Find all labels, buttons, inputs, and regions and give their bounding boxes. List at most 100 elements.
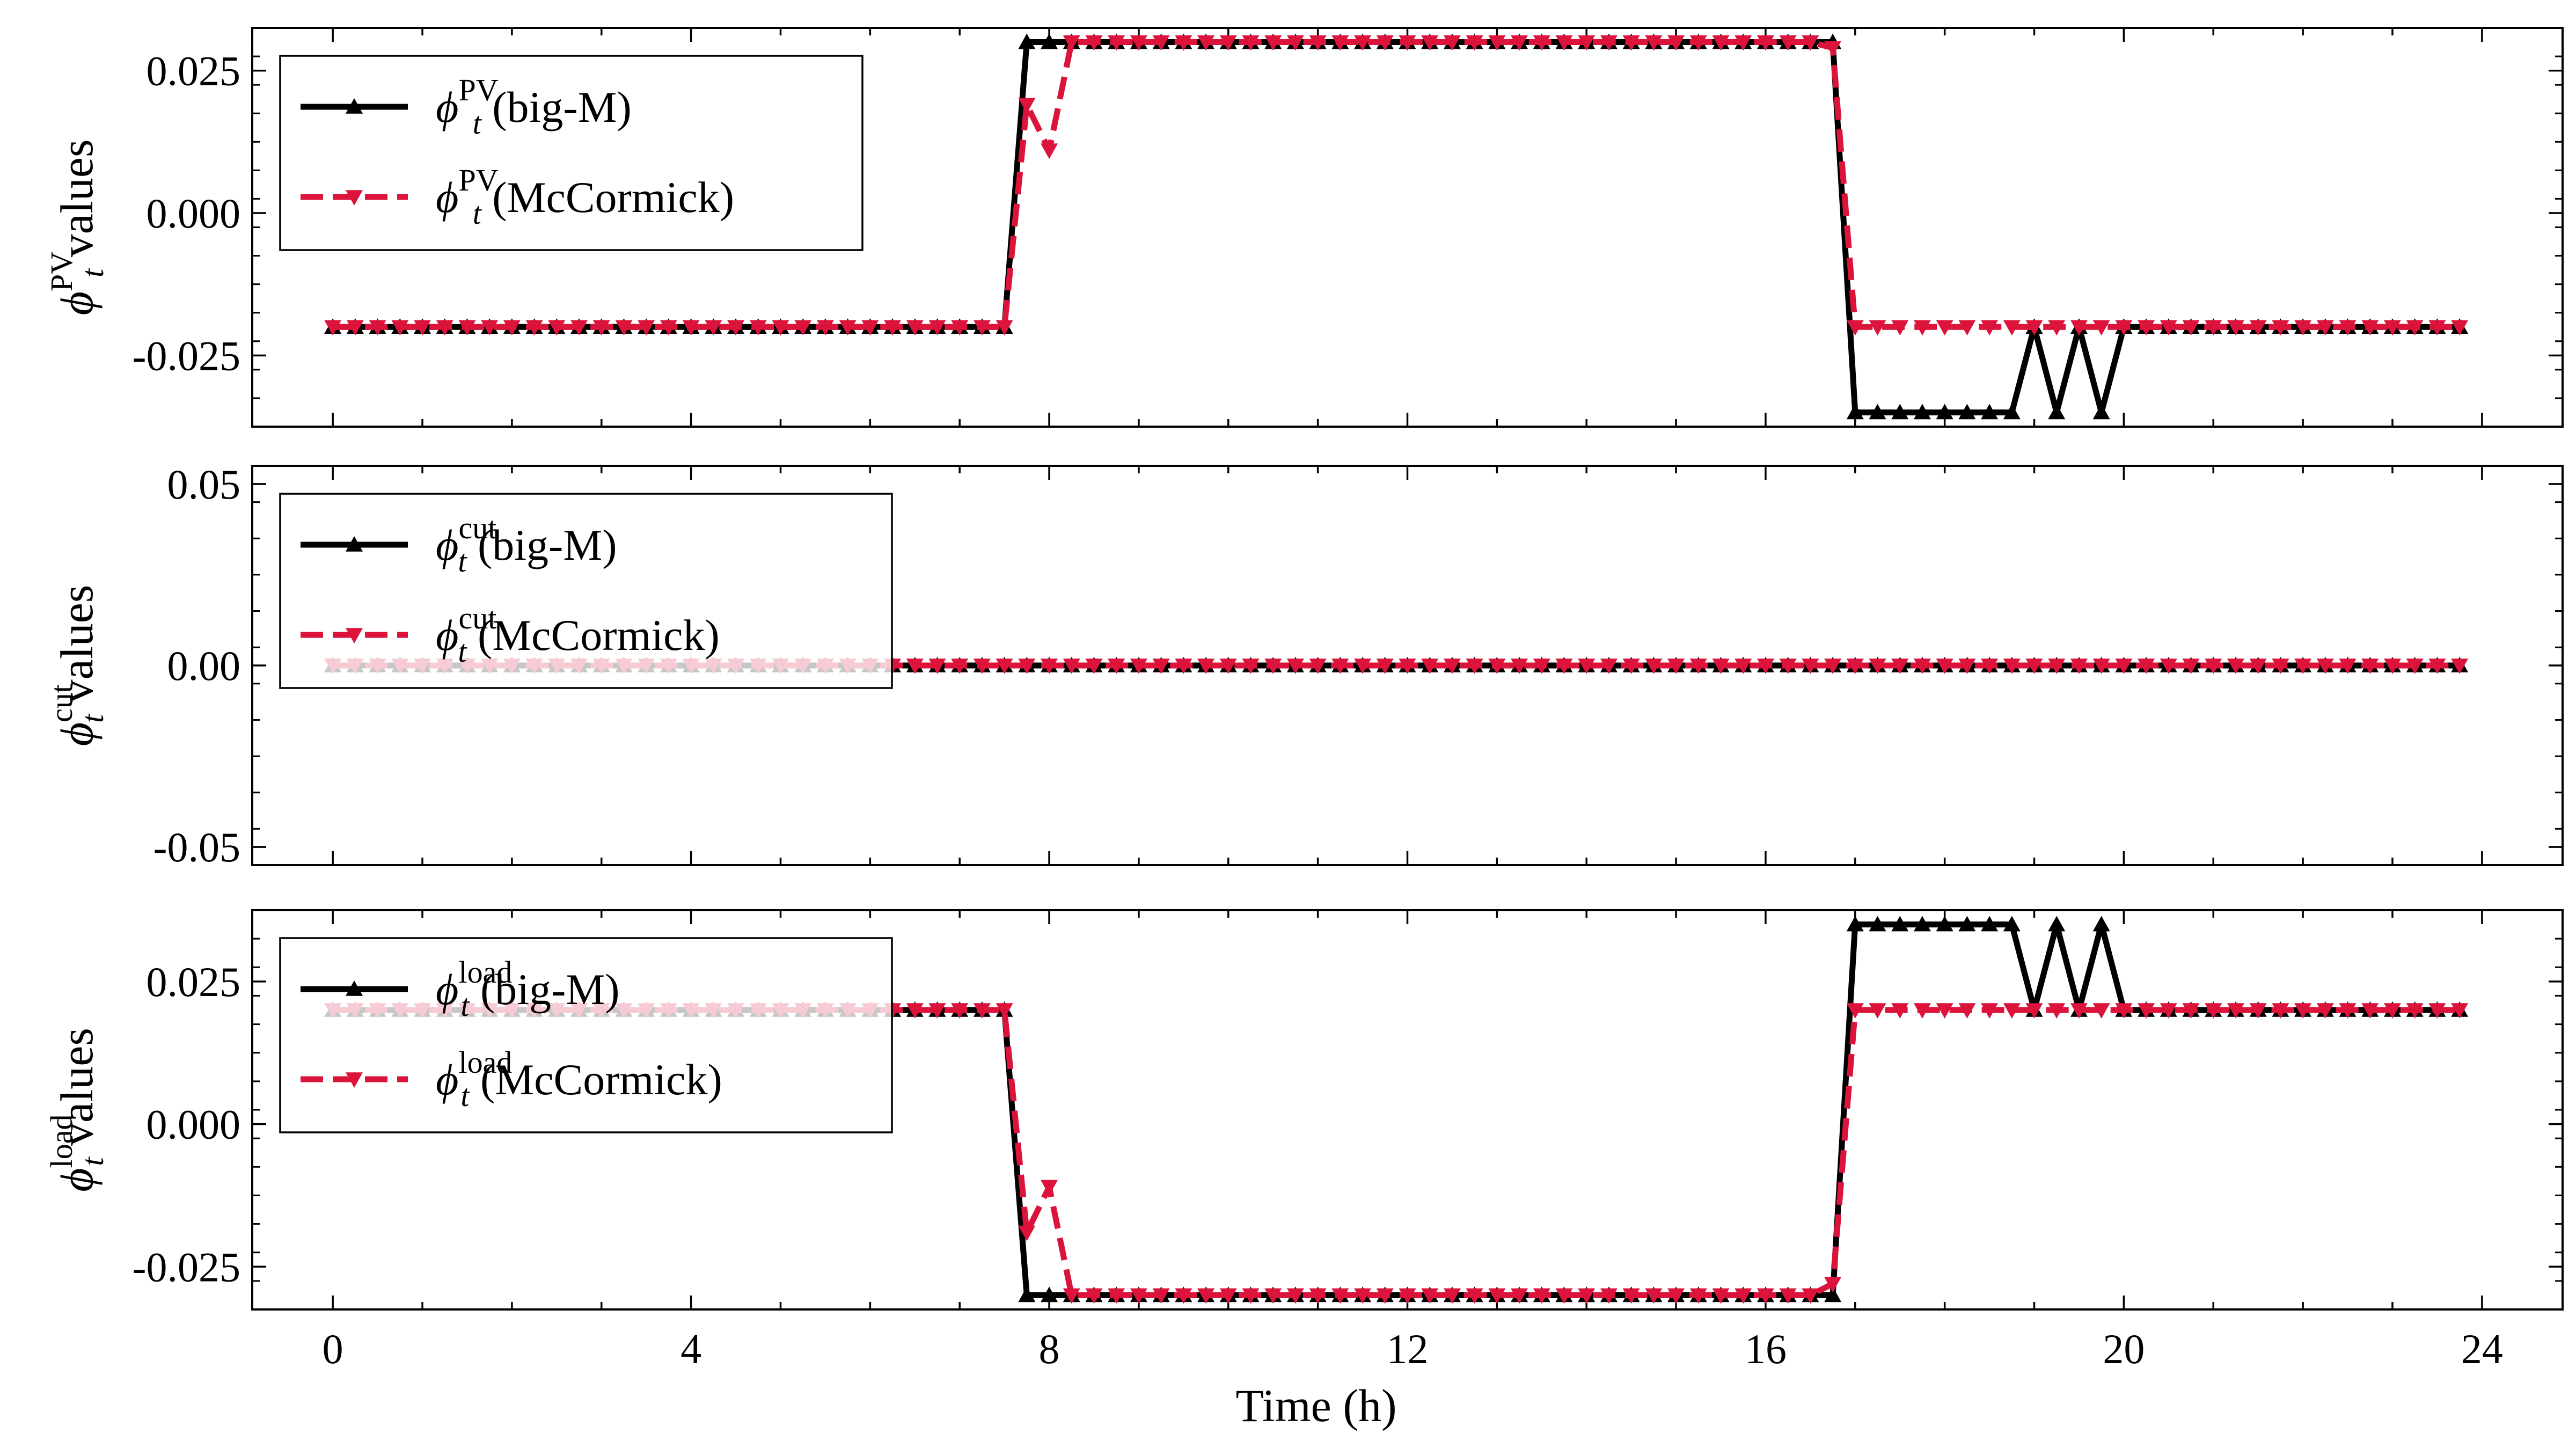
data-point	[1354, 658, 1372, 674]
data-point	[749, 320, 767, 336]
data-point	[1667, 658, 1685, 674]
data-point	[2070, 1003, 2088, 1019]
legend-swatch-marker	[346, 980, 363, 996]
data-point	[1779, 658, 1797, 674]
data-point	[1712, 658, 1730, 674]
data-point	[1511, 35, 1528, 51]
data-point	[2383, 320, 2401, 336]
data-point	[1936, 658, 1953, 674]
legend-entry: ϕcut t (big-M)	[436, 510, 617, 579]
data-point	[1018, 98, 1036, 114]
data-point	[1891, 320, 1909, 336]
data-point	[2003, 404, 2021, 420]
data-point	[1981, 916, 1999, 932]
y-tick-label: -0.025	[133, 1243, 240, 1290]
data-point	[1913, 1003, 1931, 1019]
y-tick-label: 0.05	[167, 461, 241, 508]
data-point	[1466, 35, 1483, 51]
legend: ϕload t (big-M) ϕload t (McCormick)	[279, 937, 893, 1133]
data-point	[525, 320, 543, 336]
data-point	[996, 1003, 1013, 1019]
data-point	[1958, 1003, 1976, 1019]
data-point	[1891, 1003, 1909, 1019]
data-point	[1622, 35, 1640, 51]
data-point	[1958, 404, 1976, 420]
data-point	[2003, 916, 2021, 932]
y-tick-label: -0.05	[153, 824, 240, 870]
data-point	[682, 320, 700, 336]
legend-swatch-marker	[346, 1072, 363, 1088]
data-point	[2003, 1003, 2021, 1019]
data-point	[1175, 658, 1192, 674]
data-point	[2025, 320, 2043, 336]
data-point	[1443, 1288, 1461, 1304]
data-point	[1869, 658, 1886, 674]
data-point	[1913, 916, 1931, 932]
data-point	[1735, 35, 1752, 51]
data-point	[2406, 1003, 2424, 1019]
data-point	[1286, 658, 1304, 674]
data-point	[1913, 658, 1931, 674]
x-tick-label: 24	[2461, 1326, 2503, 1372]
data-point	[1443, 658, 1461, 674]
data-point	[1511, 1288, 1528, 1304]
data-point	[973, 658, 991, 674]
data-point	[973, 320, 991, 336]
data-point	[1802, 658, 1819, 674]
y-axis-title: ϕcutt values	[44, 585, 110, 747]
series-mccormick	[324, 35, 2469, 336]
x-axis-title: Time (h)	[1235, 1380, 1396, 1431]
data-point	[861, 320, 879, 336]
data-point	[1242, 658, 1260, 674]
data-point	[660, 320, 677, 336]
data-point	[1891, 404, 1909, 420]
data-point	[1286, 1288, 1304, 1304]
data-point	[2428, 658, 2446, 674]
data-point	[2249, 658, 2267, 674]
data-point	[1219, 658, 1237, 674]
data-point	[2428, 320, 2446, 336]
data-point	[1667, 1288, 1685, 1304]
data-point	[2048, 1003, 2066, 1019]
data-point	[928, 320, 946, 336]
data-point	[1936, 1003, 1953, 1019]
data-point	[1309, 658, 1327, 674]
data-point	[2316, 320, 2334, 336]
x-tick-label: 16	[1745, 1326, 1787, 1372]
data-point	[1309, 1288, 1327, 1304]
y-axis-title: ϕloadt values	[44, 1028, 110, 1192]
data-point	[1085, 658, 1103, 674]
data-point	[2003, 320, 2021, 336]
y-axis-title: ϕPVt values	[44, 140, 110, 316]
data-point	[1264, 1288, 1282, 1304]
data-point	[1063, 658, 1080, 674]
data-point	[816, 320, 834, 336]
y-tick-label: 0.025	[147, 48, 241, 94]
data-point	[1286, 35, 1304, 51]
legend-box	[279, 493, 893, 689]
data-point	[951, 320, 969, 336]
data-point	[1936, 404, 1953, 420]
data-point	[973, 1003, 991, 1019]
data-point	[2249, 320, 2267, 336]
data-point	[2339, 658, 2357, 674]
data-point	[570, 320, 588, 336]
data-point	[1891, 658, 1909, 674]
data-point	[2428, 1003, 2446, 1019]
data-point	[1152, 1288, 1170, 1304]
data-point	[2272, 320, 2289, 336]
data-point	[1555, 658, 1573, 674]
data-point	[615, 320, 633, 336]
x-tick-label: 4	[680, 1326, 701, 1372]
legend: ϕcut t (big-M) ϕcut t (McCormick)	[279, 493, 893, 689]
data-point	[884, 320, 902, 336]
data-point	[1264, 35, 1282, 51]
legend-box	[279, 55, 863, 251]
data-point	[2048, 404, 2066, 420]
data-point	[1331, 658, 1349, 674]
data-point	[906, 320, 924, 336]
legend-swatch-marker	[346, 190, 363, 206]
data-point	[2092, 916, 2110, 932]
data-point	[2406, 658, 2424, 674]
